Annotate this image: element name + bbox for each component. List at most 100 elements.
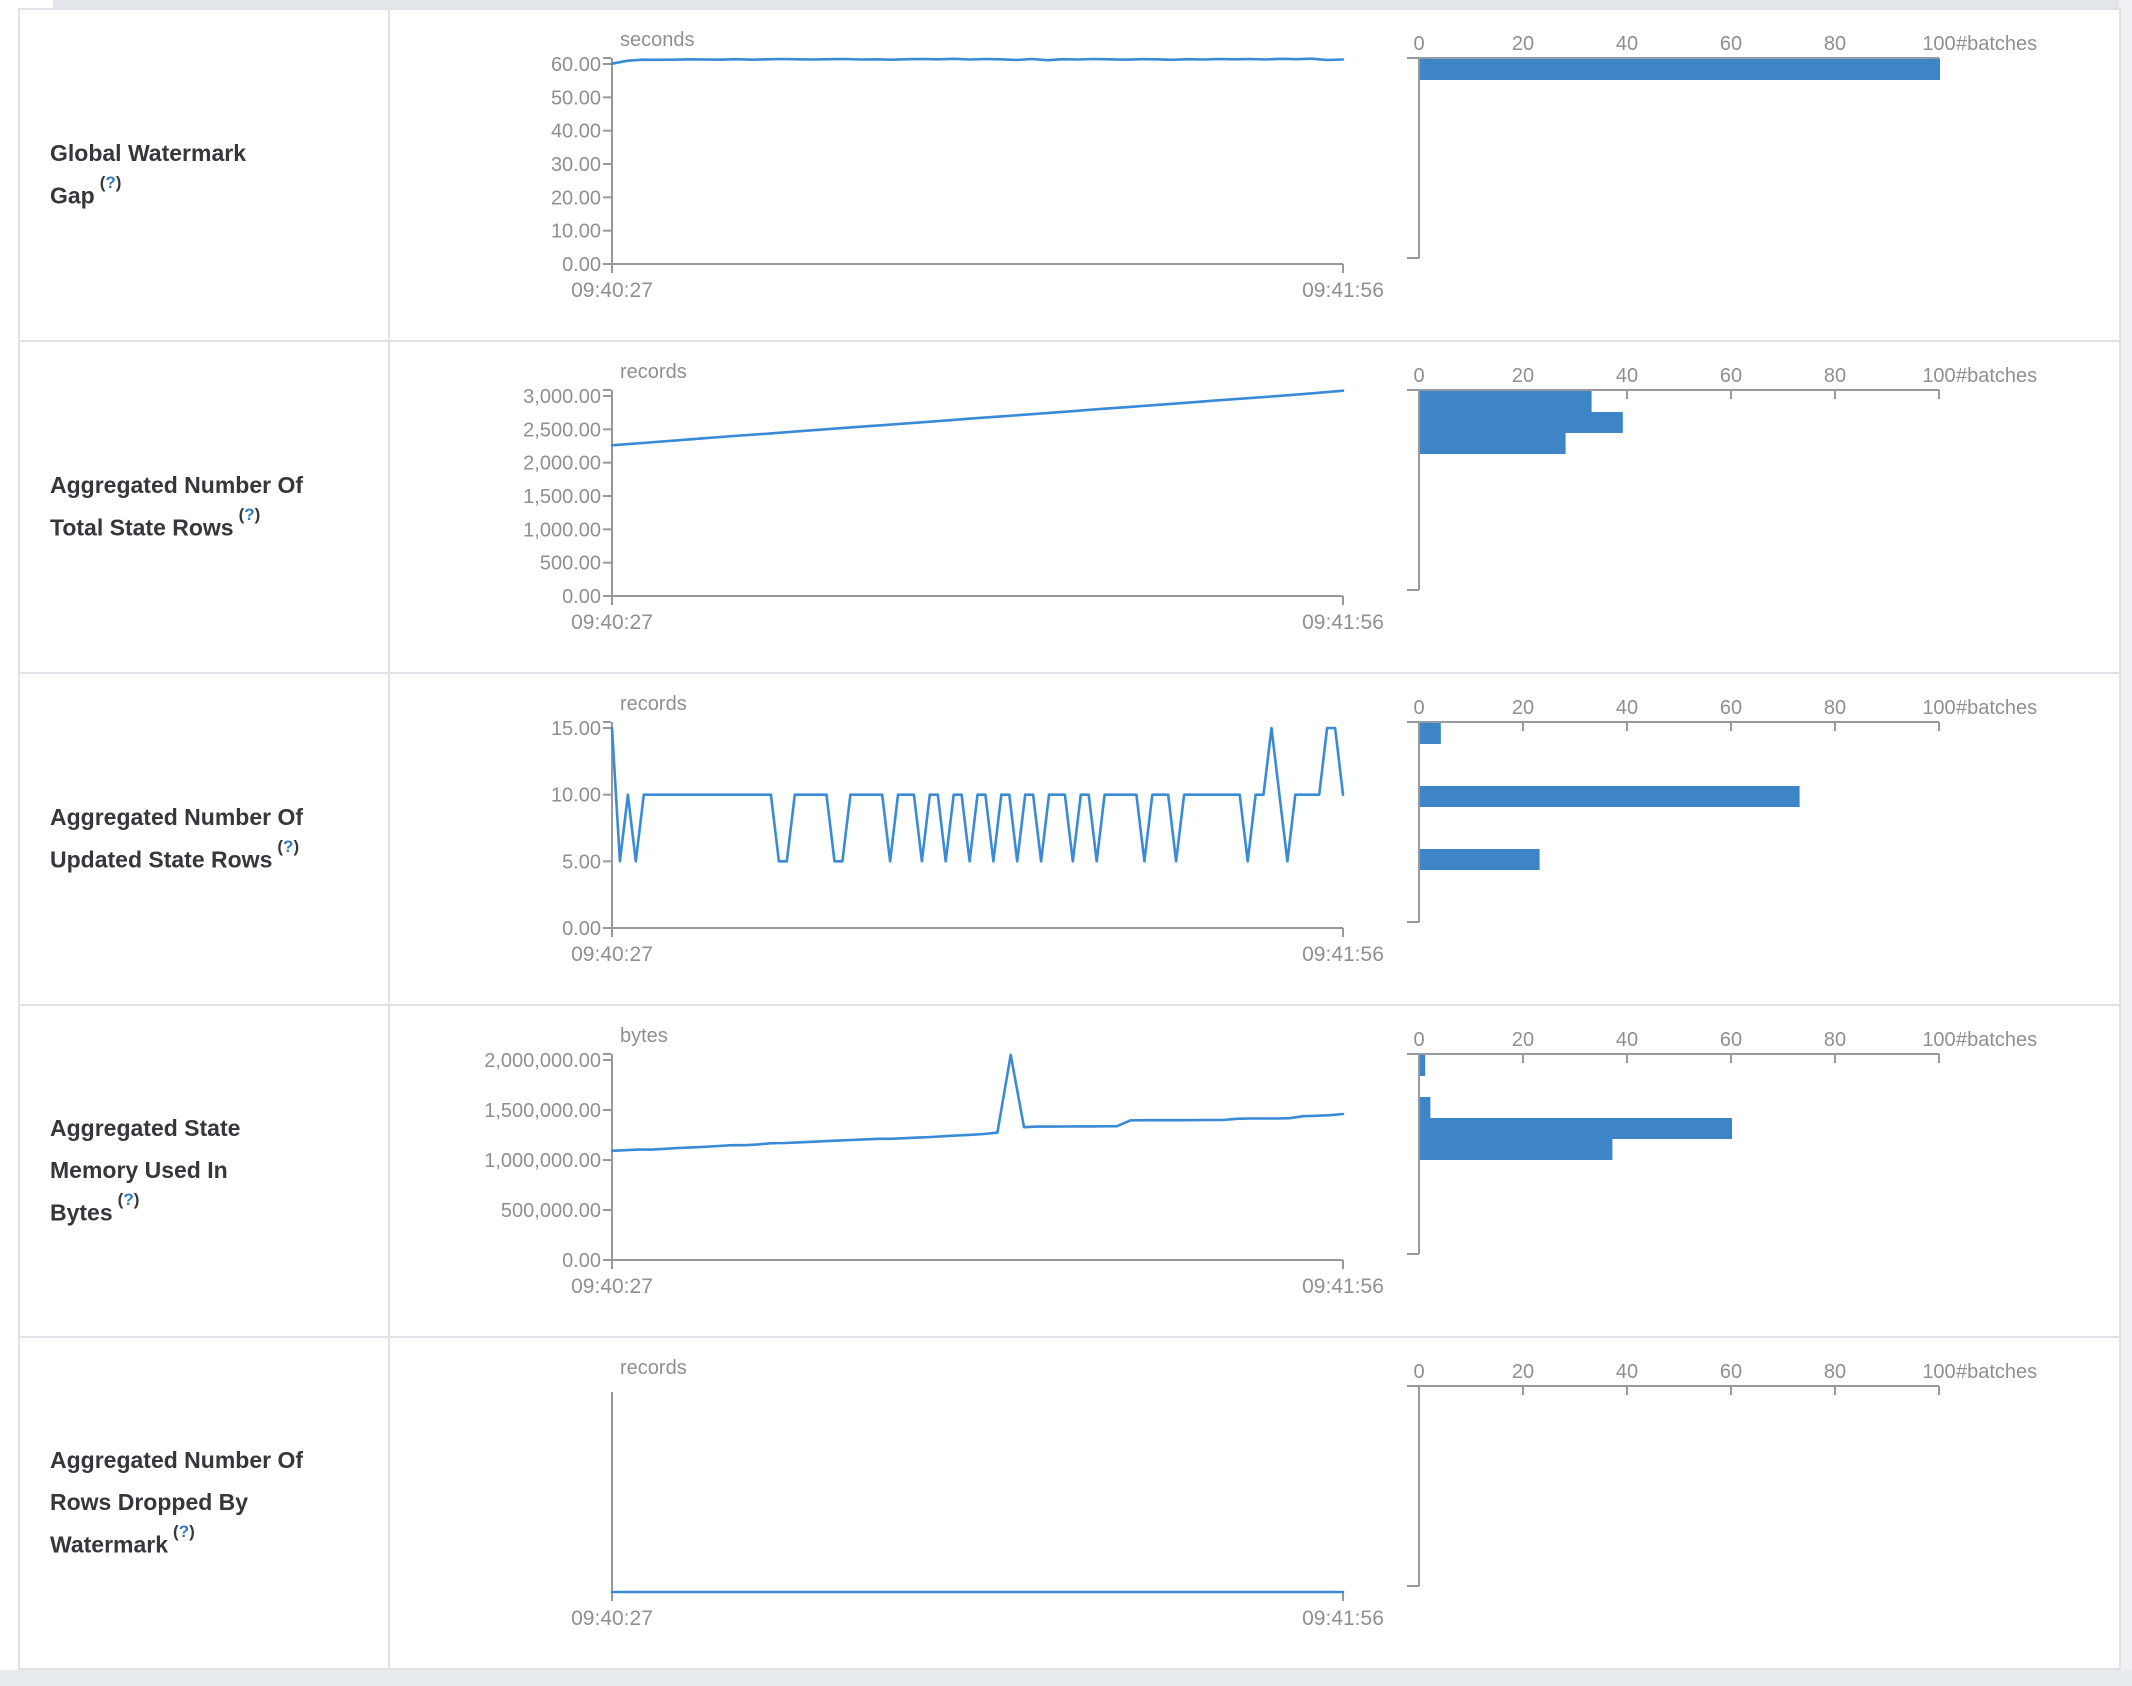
histogram-chart: 0 20 40 60 80 100 #batches: [1407, 697, 2037, 923]
page-bottom-margin: [0, 1670, 2132, 1686]
help-question-mark: ?: [283, 836, 294, 856]
histogram-tick-label: 20: [1512, 33, 1534, 55]
metric-name: Aggregated Number Of Updated State Rows: [50, 803, 304, 873]
help-tooltip-link[interactable]: (?): [100, 173, 122, 192]
y-axis-tick-label: 0.00: [562, 254, 601, 276]
metric-row: Aggregated Number Of Total State Rows(?)…: [20, 340, 2119, 672]
histogram-chart-cell: 0 20 40 60 80 100 #batches: [1390, 674, 2117, 1004]
histogram-tick-label: 100: [1922, 365, 1955, 387]
histogram-chart: 0 20 40 60 80 100 #batches: [1407, 1029, 2037, 1255]
help-paren-close: ): [189, 1521, 195, 1541]
histogram-tick-label: 60: [1720, 365, 1742, 387]
x-axis-end-time-label: 09:41:56: [1302, 611, 1384, 634]
help-paren-close: ): [115, 172, 122, 192]
histogram-tick-label: 20: [1512, 1029, 1534, 1051]
y-axis-tick-label: 0.00: [562, 1250, 601, 1272]
histogram-tick-label: 80: [1824, 33, 1846, 55]
x-axis-end-time-label: 09:41:56: [1302, 1275, 1384, 1298]
x-axis-start-time-label: 09:40:27: [571, 1275, 653, 1298]
help-paren-close: ): [293, 836, 300, 856]
histogram-unit-label: #batches: [1956, 697, 2037, 719]
y-axis-unit-label: records: [620, 693, 687, 715]
metric-timeline-line: [610, 1053, 1345, 1153]
metric-label-cell: Aggregated Number Of Updated State Rows(…: [20, 674, 390, 1004]
metric-label: Aggregated Number Of Total State Rows(?): [50, 465, 312, 549]
metric-name: Aggregated Number Of Rows Dropped By Wat…: [50, 1446, 304, 1558]
metric-timeline-line: [610, 726, 1345, 863]
histogram-tick-label: 80: [1824, 1029, 1846, 1051]
y-axis-tick-label: 500.00: [540, 553, 601, 575]
timeline-chart: records 09:40:27 09:41:56: [571, 1357, 1384, 1630]
x-axis-start-time-label: 09:40:27: [571, 1607, 653, 1630]
help-tooltip-link[interactable]: (?): [118, 1190, 140, 1209]
histogram-tick-label: 60: [1720, 1361, 1742, 1383]
help-tooltip-link[interactable]: (?): [173, 1522, 195, 1541]
histogram-tick-label: 40: [1616, 697, 1638, 719]
histogram-tick-label: 20: [1512, 365, 1534, 387]
histogram-tick-label: 80: [1824, 1361, 1846, 1383]
help-tooltip-link[interactable]: (?): [277, 837, 299, 856]
histogram-bar: [1420, 391, 1592, 412]
histogram-unit-label: #batches: [1956, 1029, 2037, 1051]
histogram-tick-label: 20: [1512, 1361, 1534, 1383]
histogram-tick-label: 40: [1616, 33, 1638, 55]
histogram-tick-label: 0: [1413, 1361, 1424, 1383]
metric-name: Global Watermark Gap: [50, 139, 246, 209]
help-paren-close: ): [254, 504, 261, 524]
histogram-unit-label: #batches: [1956, 33, 2037, 55]
y-axis-tick-label: 40.00: [551, 121, 601, 143]
histogram-chart-cell: 0 20 40 60 80 100 #batches: [1390, 10, 2117, 340]
histogram-bar: [1420, 786, 1800, 807]
timeline-chart-cell: records 15.00 10.00 5.00 0.00 09:40:27 09:41:5…: [390, 674, 1390, 1004]
y-axis-unit-label: records: [620, 1357, 687, 1379]
histogram-tick-label: 80: [1824, 365, 1846, 387]
histogram-bar: [1420, 1139, 1613, 1160]
y-axis-tick-label: 10.00: [551, 221, 601, 243]
histogram-tick-label: 0: [1413, 33, 1424, 55]
help-tooltip-link[interactable]: (?): [239, 505, 261, 524]
timeline-chart-cell: records 3,000.00 2,500.00 2,000.00 1,500.00 1…: [390, 342, 1390, 672]
page-right-margin: [2119, 0, 2132, 1686]
timeline-chart-cell: bytes 2,000,000.00 1,500,000.00 1,000,000.0…: [390, 1006, 1390, 1336]
histogram-tick-label: 100: [1922, 1361, 1955, 1383]
help-paren-open: (: [277, 836, 284, 856]
y-axis-tick-label: 0.00: [562, 586, 601, 608]
histogram-chart: 0 20 40 60 80 100 #batches: [1407, 365, 2037, 591]
y-axis-tick-label: 5.00: [562, 851, 601, 873]
timeline-chart-cell: records 09:40:27 09:41:56: [390, 1338, 1390, 1668]
help-paren-open: (: [173, 1521, 179, 1541]
histogram-bar: [1420, 1055, 1426, 1076]
help-question-mark: ?: [123, 1189, 134, 1209]
timeline-chart: records 3,000.00 2,500.00 2,000.00 1,500.00 1…: [523, 361, 1384, 634]
y-axis-tick-label: 1,000,000.00: [484, 1150, 601, 1172]
x-axis-start-time-label: 09:40:27: [571, 943, 653, 966]
metric-row: Aggregated State Memory Used In Bytes(?)…: [20, 1004, 2119, 1336]
histogram-bar: [1420, 849, 1540, 870]
y-axis-tick-label: 2,000,000.00: [484, 1050, 601, 1072]
histogram-tick-label: 0: [1413, 1029, 1424, 1051]
histogram-bar: [1420, 723, 1441, 744]
histogram-tick-label: 100: [1922, 1029, 1955, 1051]
histogram-bar: [1420, 433, 1566, 454]
timeline-chart: seconds 60.00 50.00 40.00 30.00 20.00 10.00 0.0…: [551, 29, 1384, 302]
y-axis-tick-label: 15.00: [551, 718, 601, 740]
histogram-unit-label: #batches: [1956, 365, 2037, 387]
metric-row: Aggregated Number Of Updated State Rows(…: [20, 672, 2119, 1004]
y-axis-tick-label: 1,000.00: [523, 519, 601, 541]
help-question-mark: ?: [105, 172, 116, 192]
metric-name: Aggregated Number Of Total State Rows: [50, 471, 304, 541]
timeline-chart: bytes 2,000,000.00 1,500,000.00 1,000,000.0…: [484, 1025, 1384, 1298]
help-question-mark: ?: [244, 504, 255, 524]
histogram-chart: 0 20 40 60 80 100 #batches: [1407, 33, 2037, 259]
metric-timeline-line: [610, 389, 1345, 447]
histogram-tick-label: 100: [1922, 33, 1955, 55]
histogram-tick-label: 100: [1922, 697, 1955, 719]
metric-name: Aggregated State Memory Used In Bytes: [50, 1114, 241, 1226]
metric-timeline-line: [610, 57, 1345, 66]
metric-row: Aggregated Number Of Rows Dropped By Wat…: [20, 1336, 2119, 1668]
y-axis-tick-label: 500,000.00: [501, 1200, 601, 1222]
y-axis-unit-label: seconds: [620, 29, 695, 51]
x-axis-end-time-label: 09:41:56: [1302, 1607, 1384, 1630]
help-paren-open: (: [238, 504, 245, 524]
